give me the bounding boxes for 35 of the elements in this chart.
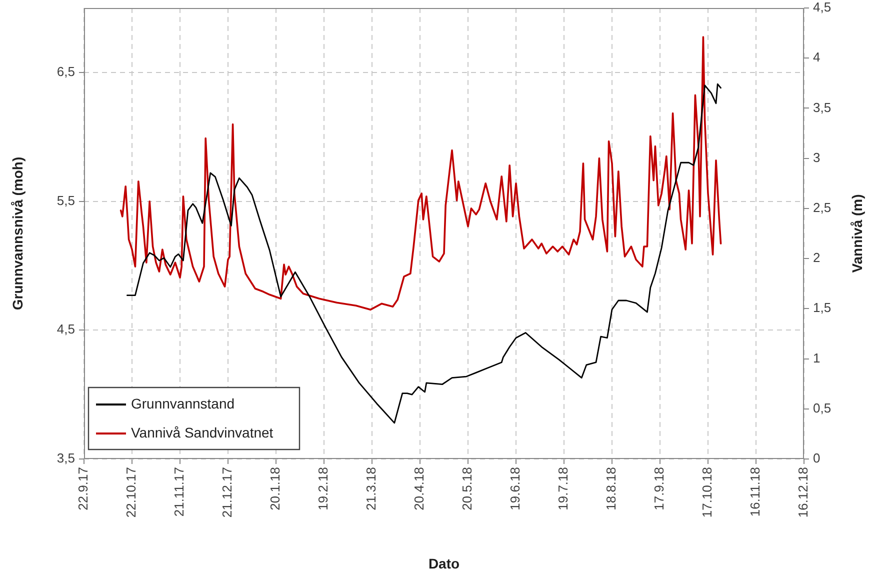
x-tick-label: 21.3.18 [364,467,379,510]
x-tick-label: 19.6.18 [508,467,523,510]
x-tick-label: 22.10.17 [124,467,139,518]
y-tick-label: 5,5 [56,192,75,208]
y-axis-title: Grunnvannsnivå (moh) [9,156,26,310]
x-tick-label: 20.4.18 [412,467,427,510]
x-tick-label: 19.7.18 [556,467,571,510]
y2-tick-label: 2,5 [813,200,832,216]
x-tick-label: 20.1.18 [268,467,283,510]
x-tick-label: 22.9.17 [76,467,91,510]
legend-label: Grunnvannstand [131,395,235,412]
x-tick-label: 17.9.18 [652,467,667,510]
y2-tick-label: 3,5 [813,100,832,115]
x-tick-label: 21.12.17 [220,467,235,518]
y2-tick-label: 0,5 [813,400,832,416]
x-tick-label: 18.8.18 [604,467,619,510]
y2-tick-label: 0 [813,450,820,466]
x-tick-label: 19.2.18 [316,467,331,510]
y2-tick-label: 1,5 [813,300,832,316]
y2-tick-label: 2 [813,250,820,266]
y2-tick-label: 3 [813,150,820,165]
y2-tick-label: 4 [813,50,820,65]
y2-axis-title: Vannivå (m) [848,194,865,273]
y-tick-label: 3,5 [56,450,75,466]
y-tick-label: 4,5 [56,322,75,337]
x-tick-label: 20.5.18 [460,467,475,510]
y2-tick-label: 1 [813,350,820,366]
x-tick-label: 16.12.18 [796,467,811,518]
legend-label: Vannivå Sandvinvatnet [131,424,274,440]
x-tick-label: 21.11.17 [172,467,187,517]
y2-tick-label: 4,5 [813,0,832,15]
x-tick-label: 16.11.18 [748,467,763,517]
x-tick-label: 17.10.18 [700,467,715,518]
x-axis-title: Dato [428,555,460,572]
y-tick-label: 6,5 [56,64,75,80]
